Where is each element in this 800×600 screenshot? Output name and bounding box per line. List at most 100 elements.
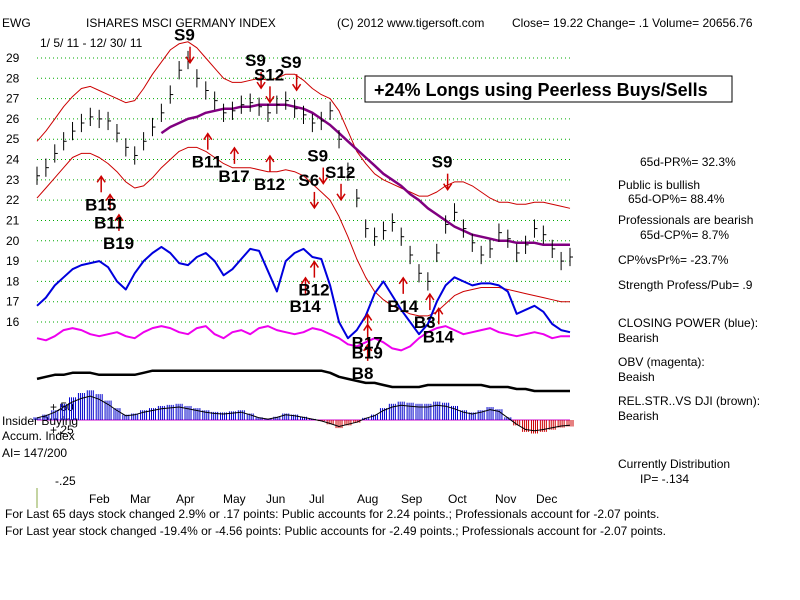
sell-arrow-head [265,95,275,104]
month-label: Apr [176,492,195,506]
signal-b19: B19 [352,344,383,363]
footer-line-1: For Last 65 days stock changed 2.9% or .… [5,507,659,521]
month-label: Oct [448,492,467,506]
date-range: 1/ 5/ 11 - 12/ 30/ 11 [40,36,143,50]
y-tick-label: 20 [6,234,20,248]
month-label: Aug [357,492,378,506]
closing-power-line [36,245,571,340]
signal-b14: B14 [290,297,322,316]
signal-s12: S12 [254,65,284,84]
stat-ip: IP= -.134 [640,472,689,486]
stat-strength: Strength Profess/Pub= .9 [618,278,753,292]
signal-b14: B14 [423,327,455,346]
stat-public: Public is bullish [618,178,700,192]
y-tick-label: 16 [6,315,20,329]
callout-text: +24% Longs using Peerless Buys/Sells [374,80,708,100]
copyright: (C) 2012 www.tigersoft.com [337,16,484,30]
y-axis-ticks: 29 28 27 26 25 24 23 22 21 20 19 18 17 16 [6,51,20,329]
y-tick-label: 17 [6,295,20,309]
ticker-label: EWG [2,16,31,30]
callout-box [364,75,733,103]
signal-s9: S9 [174,26,195,45]
accum-index-label: Accum. Index [2,429,75,443]
month-label: Jul [309,492,324,506]
signal-b19: B19 [103,234,134,253]
y-tick-label: 24 [6,153,20,167]
sell-arrow-head [309,201,320,210]
y-tick-label: 25 [6,132,20,146]
y-tick-label: 27 [6,92,20,106]
buy-arrow-head [300,276,311,285]
price-bars [36,50,573,291]
month-label: Dec [536,492,557,506]
signal-b17: B17 [352,333,383,352]
stat-relstr-value: Bearish [618,409,659,423]
y-tick-label: 21 [6,213,20,227]
sell-arrow-head [185,56,195,65]
month-label: Sep [401,492,423,506]
stat-obv: OBV (magenta): [618,355,705,369]
buy-arrow-head [434,306,444,315]
signal-s9: S9 [245,51,266,70]
stat-professionals: Professionals are bearish [618,213,753,227]
buy-arrow-head [363,323,373,331]
y-tick-label: 28 [6,71,20,85]
y-tick-label: 22 [6,193,20,207]
accumulation-histogram [33,390,574,434]
obv-line [36,325,570,352]
chart-title: ISHARES MSCI GERMANY INDEX [86,16,276,30]
upper-band-line [36,41,571,209]
buy-arrow-head [309,260,320,269]
signal-s12: S12 [325,163,355,182]
buy-arrow-head [425,292,435,301]
buy-arrow-head [105,193,115,202]
month-label: Feb [89,492,110,506]
buy-arrow-head [96,174,106,183]
signal-arrows [96,46,453,361]
buy-arrow-head [398,276,408,285]
lower-band-line [36,146,570,317]
buy-arrow-head [265,154,275,163]
signal-b11: B11 [94,214,124,233]
signal-b3: B3 [414,313,436,332]
x-axis-months: Feb Mar Apr May Jun Jul Aug Sep Oct Nov Dec [89,492,557,506]
quote-summary: Close= 19.22 Change= .1 Volume= 20656.76 [512,16,753,30]
signal-b11: B11 [192,153,222,172]
y-tick-label: 18 [6,274,20,288]
accum-tick-bottom: -.25 [55,474,76,488]
rel-strength-line [36,369,570,393]
buy-arrow-head [114,213,124,222]
stat-65d-op: 65d-OP%= 88.4% [628,192,725,206]
month-label: Jun [266,492,285,506]
signal-b17: B17 [218,167,249,186]
buy-arrow-head [363,343,373,352]
signal-s6: S6 [298,171,319,190]
signal-s9: S9 [432,153,453,172]
sell-arrow-head [291,83,302,92]
signal-s9: S9 [307,147,328,166]
signal-b12: B12 [298,281,329,300]
stat-distribution: Currently Distribution [618,457,730,471]
buy-arrow-head [203,132,213,141]
sell-arrow-head [443,183,453,192]
y-tick-label: 29 [6,51,20,65]
buy-arrow-head [229,146,240,155]
stat-obv-value: Beaish [618,370,655,384]
sell-arrow-head [256,81,266,90]
accum-tick-mid: +.25 [50,423,74,437]
sell-arrow-head [318,177,328,185]
y-tick-label: 19 [6,254,20,268]
footer-line-2: For Last year stock changed -19.4% or -4… [5,524,666,538]
y-tick-label: 23 [6,173,20,187]
insider-buying-label: Insider Buying [2,414,78,428]
stat-cp-vs-pr: CP%vsPr%= -23.7% [618,253,729,267]
stat-65d-cp: 65d-CP%= 8.7% [640,228,729,242]
stat-relstr: REL.STR..VS DJI (brown): [618,394,760,408]
moving-average-line [160,103,570,247]
month-label: May [223,492,246,506]
stat-closing-power-value: Bearish [618,331,659,345]
signal-s9: S9 [281,53,302,72]
